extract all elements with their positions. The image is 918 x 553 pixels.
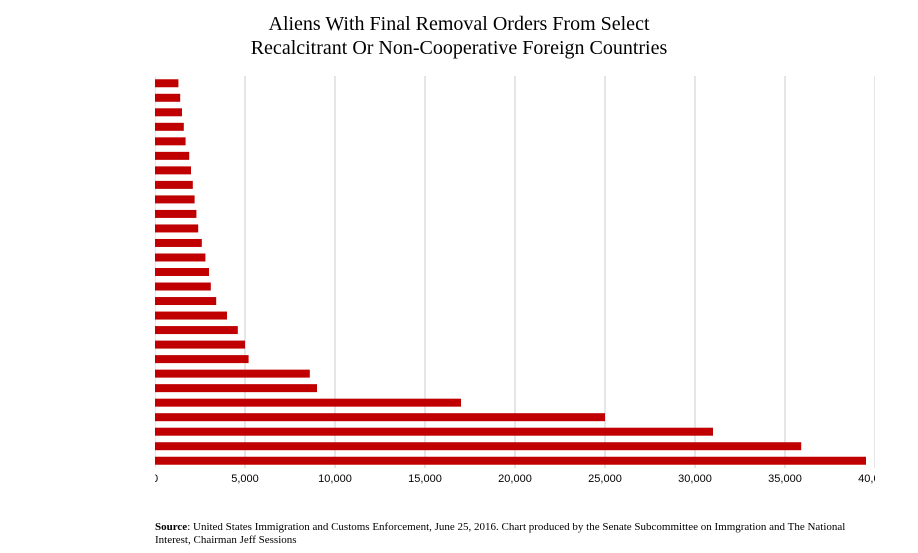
bar [155, 384, 317, 392]
plot-area: THE GAMBIAKENYAIVORY COASTIRAQJORDANUKRA… [155, 72, 875, 492]
bar [155, 195, 195, 203]
x-tick-label: 25,000 [588, 473, 622, 485]
bar [155, 268, 209, 276]
title-line-1: Aliens With Final Removal Orders From Se… [269, 13, 650, 35]
bar [155, 355, 249, 363]
source-note: Source: United States Immigration and Cu… [155, 521, 875, 547]
x-tick-label: 0 [155, 473, 158, 485]
bar [155, 370, 310, 378]
bar [155, 239, 202, 247]
bar [155, 137, 186, 145]
grid [155, 76, 875, 468]
bar [155, 297, 216, 305]
source-text: : United States Immigration and Customs … [155, 521, 845, 546]
bar [155, 181, 193, 189]
bars [155, 79, 866, 464]
chart-container: Aliens With Final Removal Orders From Se… [0, 0, 918, 553]
bar [155, 457, 866, 465]
bar [155, 399, 461, 407]
bar [155, 94, 180, 102]
bar [155, 312, 227, 320]
bar [155, 152, 189, 160]
source-label: Source [155, 521, 187, 533]
title-line-2: Recalcitrant Or Non-Cooperative Foreign … [251, 37, 668, 59]
bar [155, 166, 191, 174]
bar [155, 224, 198, 232]
x-axis-labels: 0 5,000 10,000 15,000 20,000 25,000 30,000 35,0… [155, 473, 875, 485]
x-tick-label: 15,000 [408, 473, 442, 485]
bar [155, 442, 801, 450]
bar [155, 79, 178, 87]
x-tick-label: 30,000 [678, 473, 712, 485]
bar [155, 283, 211, 291]
x-tick-label: 20,000 [498, 473, 532, 485]
bar [155, 123, 184, 131]
chart-title: Aliens With Final Removal Orders From Se… [0, 12, 918, 60]
x-tick-label: 35,000 [768, 473, 802, 485]
x-tick-label: 40,000 [858, 473, 875, 485]
bar [155, 210, 196, 218]
bar [155, 428, 713, 436]
x-tick-label: 10,000 [318, 473, 352, 485]
x-tick-label: 5,000 [231, 473, 259, 485]
bar [155, 253, 205, 261]
bar [155, 326, 238, 334]
bar [155, 108, 182, 116]
bar [155, 413, 605, 421]
bar [155, 341, 245, 349]
